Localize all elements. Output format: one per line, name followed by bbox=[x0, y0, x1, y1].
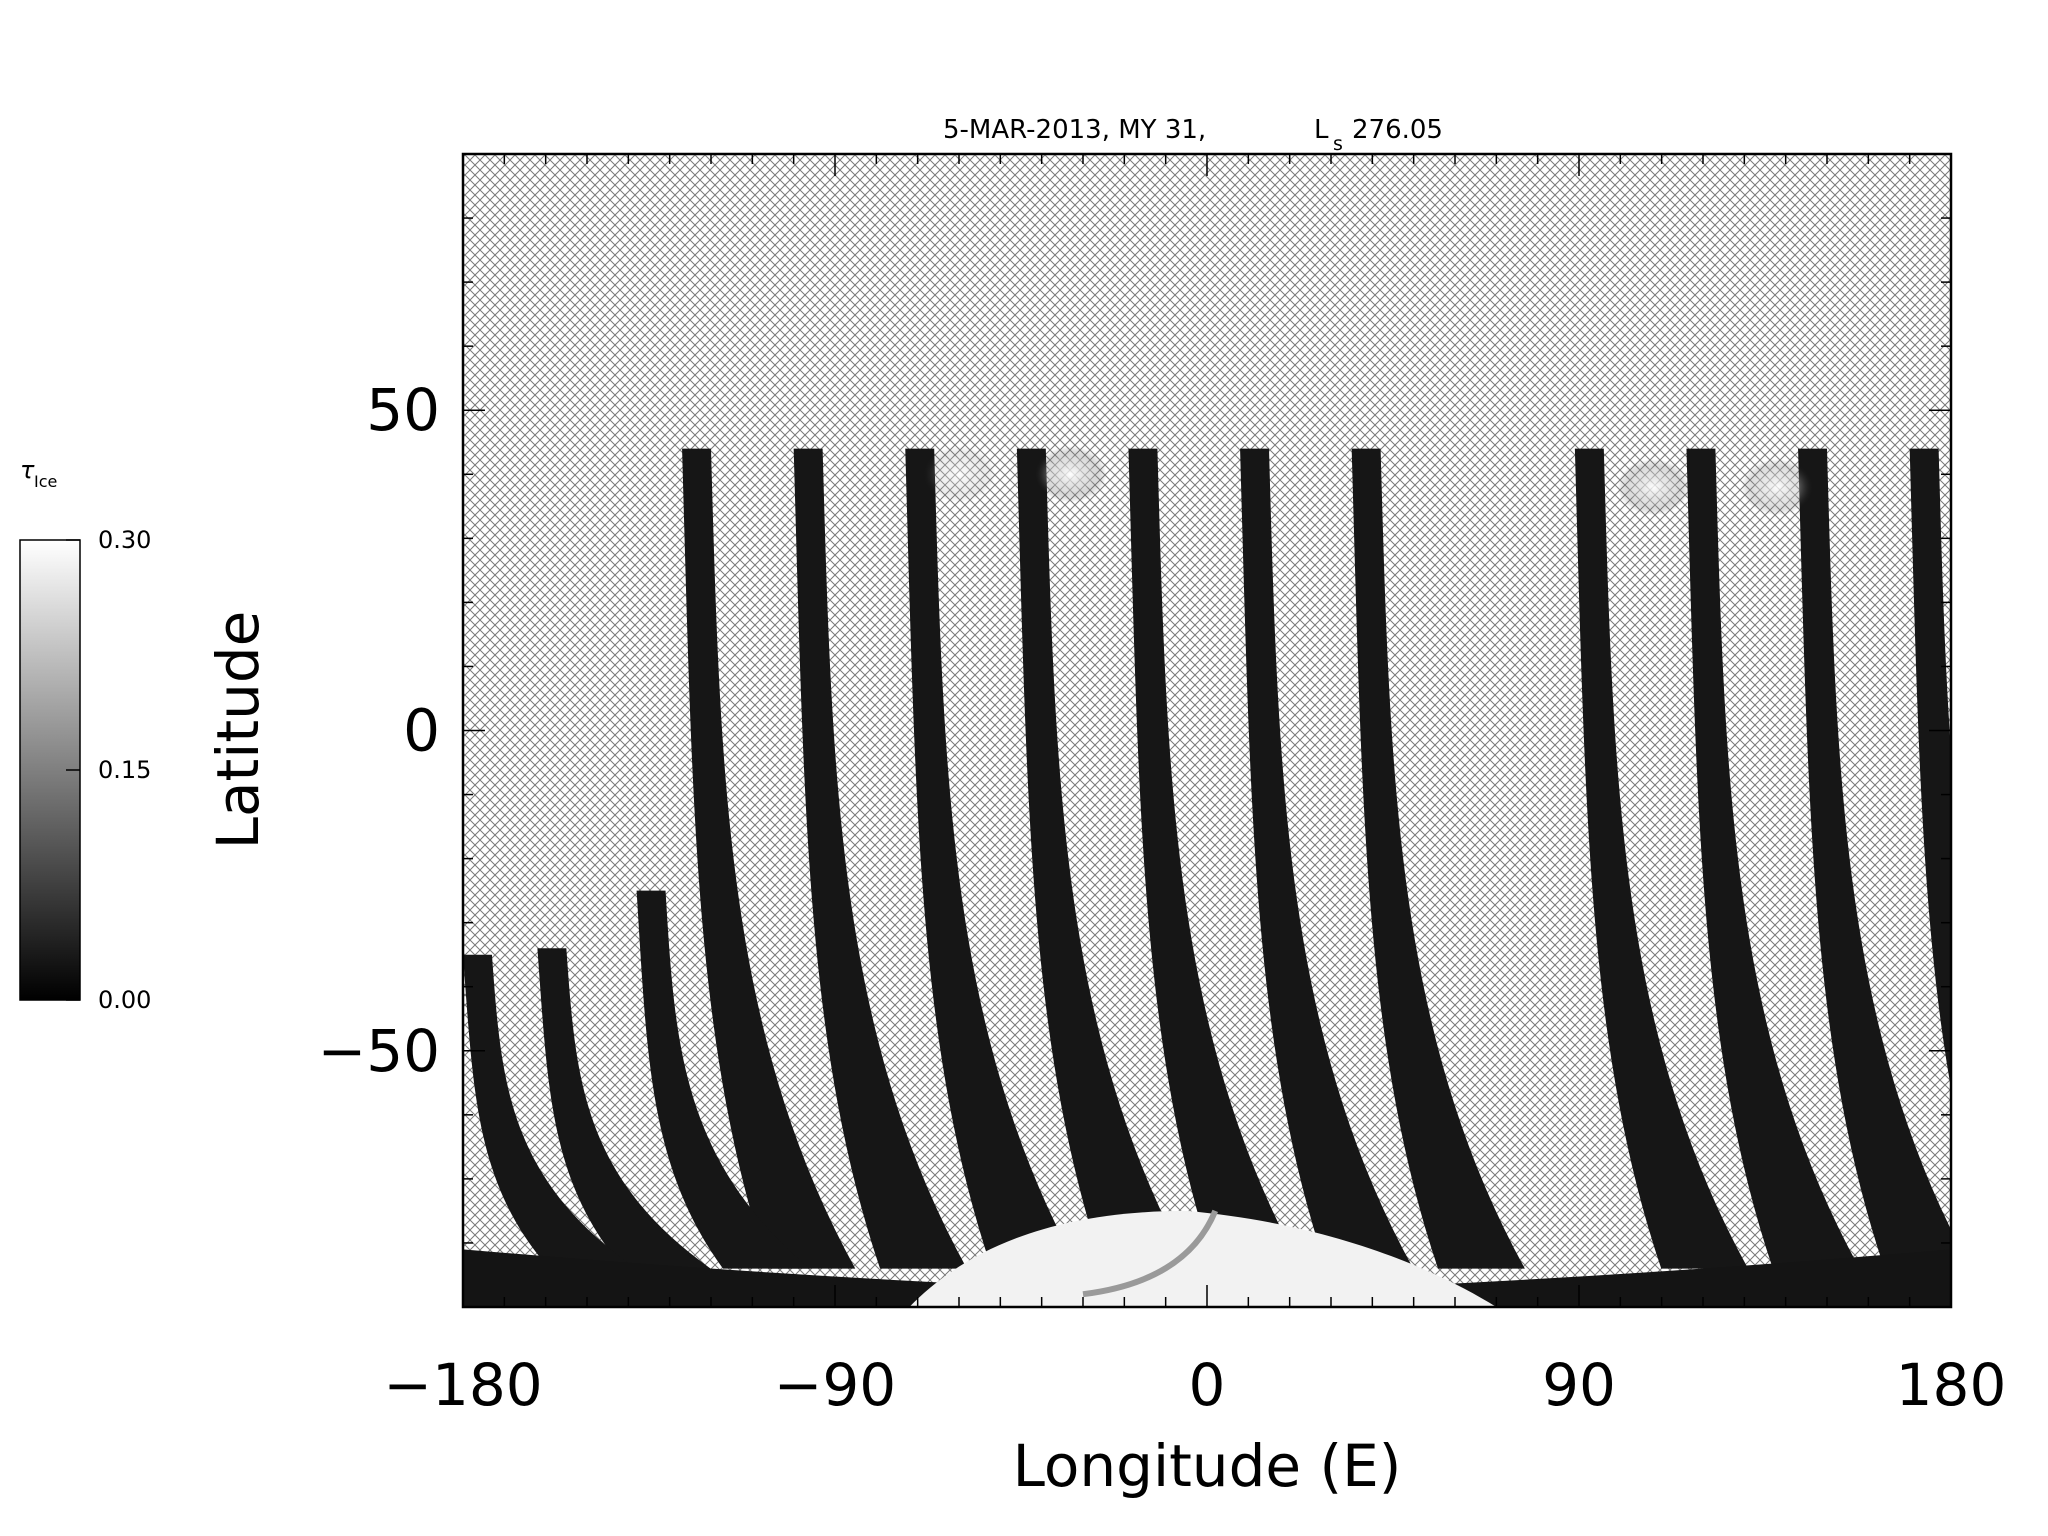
bright-patch-2 bbox=[1617, 459, 1690, 516]
plot-area bbox=[461, 152, 1953, 1309]
swath-5 bbox=[1128, 448, 1302, 1269]
y-tick-label: 0 bbox=[403, 697, 440, 765]
swath-6 bbox=[1240, 448, 1414, 1269]
colorbar-tick-label: 0.15 bbox=[98, 756, 151, 784]
title-ls-symbol: L bbox=[1314, 115, 1329, 145]
bright-patch-1 bbox=[1034, 446, 1107, 503]
swath-2 bbox=[793, 448, 967, 1269]
swath-11 bbox=[1909, 448, 1951, 1089]
x-tick-label: 90 bbox=[1542, 1351, 1616, 1419]
swath-1 bbox=[682, 448, 856, 1269]
y-tick-label: −50 bbox=[318, 1017, 440, 1085]
x-tick-label: −90 bbox=[774, 1351, 896, 1419]
swath-3 bbox=[905, 448, 1079, 1269]
swath-8 bbox=[1574, 448, 1749, 1269]
swath-14 bbox=[463, 954, 637, 1269]
chart-title: 5-MAR-2013, MY 31, bbox=[943, 115, 1206, 145]
bright-patch-3 bbox=[1741, 459, 1814, 516]
swath-4 bbox=[1016, 448, 1191, 1269]
colorbar-tick-label: 0.00 bbox=[98, 986, 151, 1014]
x-tick-label: 0 bbox=[1189, 1351, 1226, 1419]
y-tick-label: 50 bbox=[366, 376, 440, 444]
x-tick-label: 180 bbox=[1896, 1351, 2007, 1419]
x-axis-label: Longitude (E) bbox=[1013, 1432, 1402, 1500]
x-tick-labels: −180 −90 0 90 180 bbox=[383, 1351, 2006, 1419]
colorbar-label-tau: τ bbox=[20, 456, 35, 484]
polar-cap-edge bbox=[1082, 1209, 1219, 1298]
swath-10 bbox=[1798, 448, 1951, 1269]
swath-9 bbox=[1686, 448, 1860, 1269]
swath-layer bbox=[463, 446, 1951, 1307]
title-ls-subscript: s bbox=[1333, 133, 1343, 155]
x-tick-label: −180 bbox=[383, 1351, 542, 1419]
y-tick-labels: 50 0 −50 bbox=[318, 376, 440, 1085]
colorbar: τ Ice 0.00 0.15 0.30 bbox=[19, 456, 151, 1014]
y-axis-label: Latitude bbox=[204, 611, 272, 850]
swath-12 bbox=[636, 890, 810, 1269]
colorbar-tick-label: 0.30 bbox=[98, 526, 151, 554]
colorbar-ticks: 0.00 0.15 0.30 bbox=[66, 526, 151, 1014]
tick-marks bbox=[462, 153, 1952, 1308]
title-ls-value: 276.05 bbox=[1352, 115, 1443, 145]
bright-patch-4 bbox=[923, 446, 995, 503]
swath-7 bbox=[1351, 448, 1525, 1269]
swath-13 bbox=[537, 948, 711, 1269]
colorbar-label-ice: Ice bbox=[34, 472, 57, 491]
polar-cap-bright bbox=[909, 1210, 1497, 1307]
